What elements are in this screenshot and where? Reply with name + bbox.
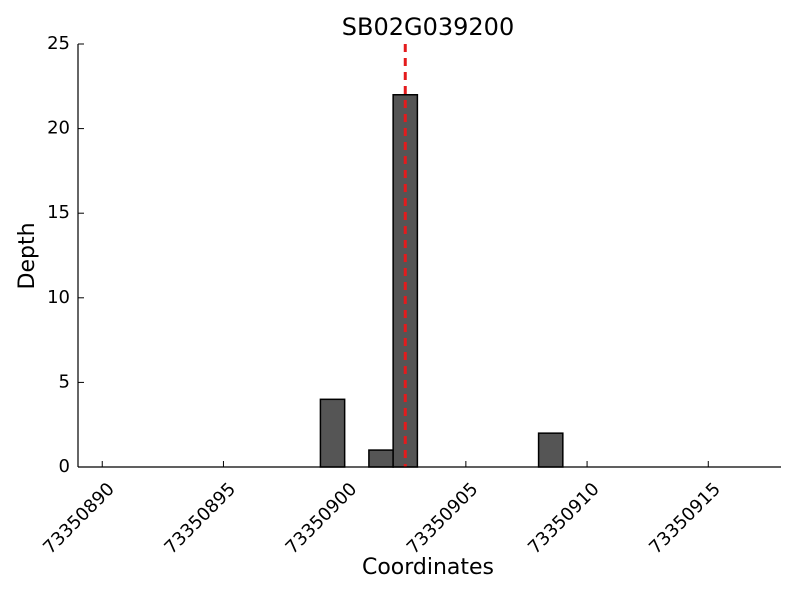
y-tick-label: 0 (59, 456, 70, 477)
chart-title: SB02G039200 (342, 13, 514, 41)
bar (537, 432, 564, 468)
y-tick-label: 20 (47, 118, 70, 139)
y-tick-label: 15 (47, 202, 70, 223)
y-tick-label: 10 (47, 287, 70, 308)
bar (368, 449, 394, 468)
y-tick-label: 25 (47, 33, 70, 54)
y-tick-label: 5 (59, 371, 70, 392)
bar (392, 94, 419, 468)
x-axis-label: Coordinates (362, 555, 494, 580)
bar (319, 398, 346, 468)
y-axis-label: Depth (15, 222, 40, 289)
